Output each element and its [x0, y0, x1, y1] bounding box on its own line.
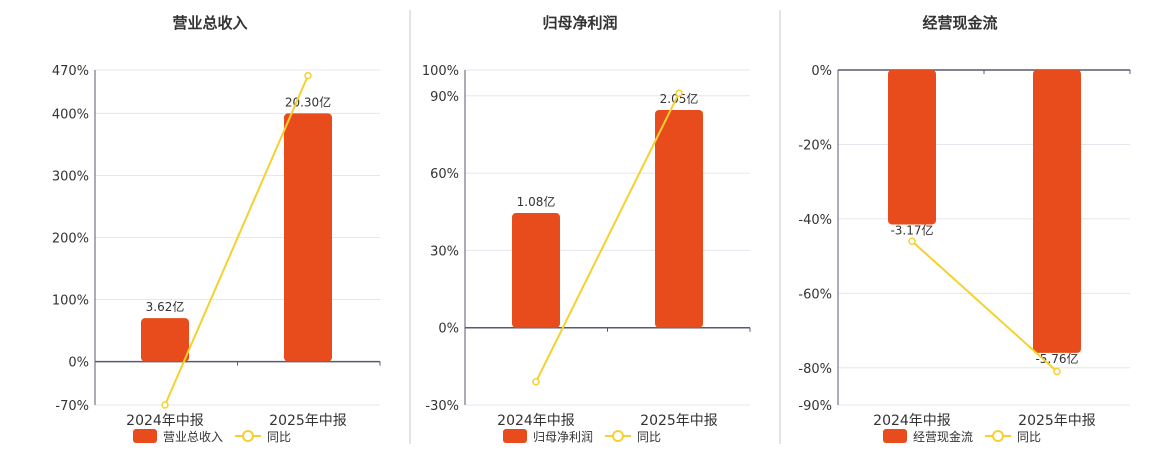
legend-line-label: 同比 — [267, 430, 291, 444]
x-category-label: 2024年中报 — [873, 413, 951, 429]
bar — [1033, 70, 1081, 353]
x-category-label: 2025年中报 — [269, 413, 347, 429]
bar-value-label: 1.08亿 — [517, 194, 556, 209]
bar-value-label: 3.62亿 — [146, 299, 185, 314]
y-tick-label: -20% — [798, 138, 832, 153]
x-category-label: 2024年中报 — [497, 413, 575, 429]
y-tick-label: -90% — [798, 399, 832, 414]
legend-bar-swatch — [883, 429, 907, 443]
yoy-point — [161, 401, 169, 409]
yoy-point — [675, 89, 683, 97]
y-tick-label: 0% — [68, 356, 89, 371]
yoy-line — [911, 240, 1058, 373]
y-tick-label: -30% — [425, 399, 459, 414]
bar — [888, 70, 936, 225]
y-tick-label: -40% — [798, 213, 832, 228]
yoy-line — [535, 92, 680, 383]
y-tick-label: 60% — [430, 167, 459, 182]
x-category-label: 2024年中报 — [126, 413, 204, 429]
x-category-label: 2025年中报 — [640, 413, 718, 429]
bar — [284, 113, 332, 362]
y-tick-label: 300% — [52, 169, 89, 184]
legend-bar-label: 营业总收入 — [163, 430, 223, 444]
legend-line-label: 同比 — [1017, 430, 1041, 444]
chart-title: 经营现金流 — [922, 14, 997, 32]
yoy-point — [1053, 367, 1061, 376]
y-tick-label: -60% — [798, 287, 832, 302]
y-tick-label: -70% — [55, 399, 89, 414]
legend-bar-swatch — [503, 429, 527, 443]
yoy-point — [532, 378, 540, 386]
y-tick-label: -80% — [798, 362, 832, 377]
legend-bar-label: 经营现金流 — [913, 429, 973, 444]
chart-title: 归母净利润 — [542, 14, 617, 32]
yoy-point — [304, 71, 312, 80]
bar — [655, 109, 703, 328]
y-tick-label: 470% — [52, 64, 89, 79]
y-tick-label: 90% — [430, 90, 459, 105]
y-tick-label: 0% — [811, 64, 832, 79]
yoy-line — [164, 75, 309, 406]
bar-value-label: -3.17亿 — [890, 222, 933, 237]
bar — [512, 213, 560, 328]
legend-line-marker — [612, 430, 624, 442]
legend-line-marker — [992, 430, 1004, 442]
legend-line-label: 同比 — [637, 430, 661, 444]
y-tick-label: 30% — [430, 244, 459, 259]
y-tick-label: 0% — [438, 322, 459, 337]
legend-bar-swatch — [133, 429, 157, 443]
legend-line-marker — [242, 430, 254, 442]
bar-value-label: 20.30亿 — [285, 94, 331, 109]
y-tick-label: 400% — [52, 107, 89, 122]
chart-title: 营业总收入 — [172, 14, 247, 32]
legend-bar-label: 归母净利润 — [533, 430, 593, 444]
bar — [141, 318, 189, 362]
bar-value-label: 2.05亿 — [660, 91, 699, 106]
y-tick-label: 100% — [422, 64, 459, 79]
y-tick-label: 200% — [52, 232, 89, 247]
x-category-label: 2025年中报 — [1018, 413, 1096, 429]
yoy-point — [908, 237, 916, 245]
y-tick-label: 100% — [52, 294, 89, 309]
